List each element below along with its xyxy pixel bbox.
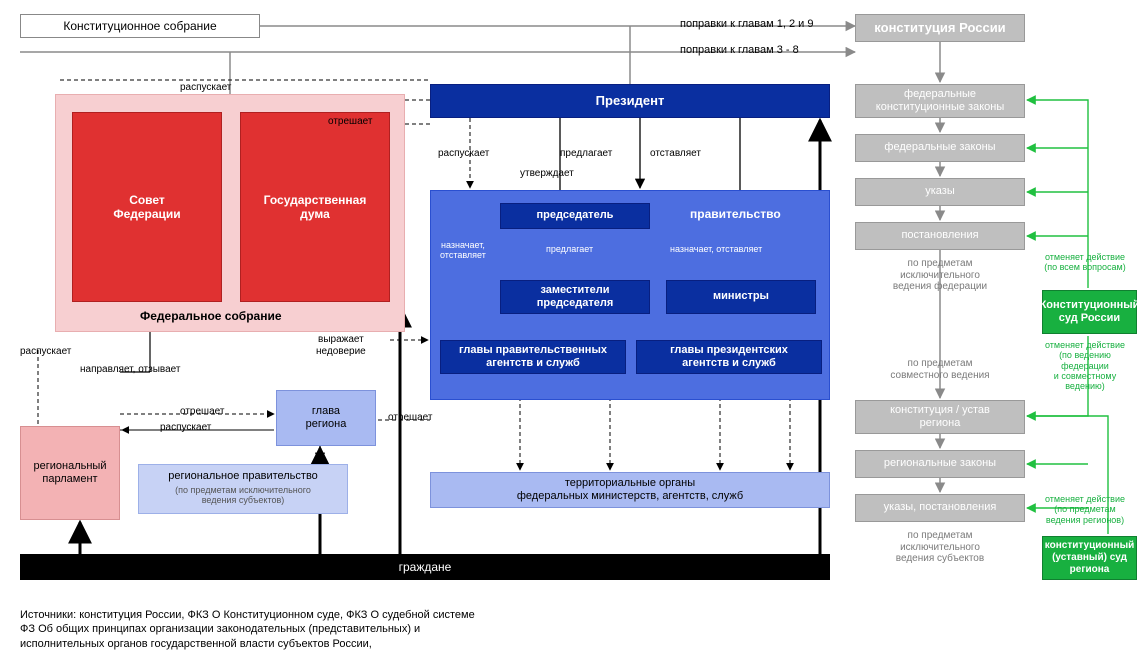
lbl-nazotst-l: назначает, отставляет [440,240,486,261]
box-grazhdane: граждане [20,554,830,580]
box-fkz: федеральные конституционные законы [855,84,1025,118]
government-label: правительство [690,208,781,222]
box-glavy_prez: главы президентских агентств и служб [636,340,822,374]
lbl-otstavlyaet: отставляет [650,148,701,160]
box-reg_zak: региональные законы [855,450,1025,478]
lbl-raspuskaet: распускает [180,82,231,94]
sources-text: Источники: конституция России, ФКЗ О Кон… [20,608,475,651]
lbl-predlagaet2: предлагает [546,244,593,254]
box-sovet_fed: Совет Федерации [72,112,222,302]
box-ministry: министры [666,280,816,314]
box-konst_sobranie: Конституционное собрание [20,14,260,38]
box-postanov: постановления [855,222,1025,250]
box-reg_parl: региональный парламент [20,426,120,520]
lbl-utverzhdaet: утверждает [520,168,574,180]
box-fz: федеральные законы [855,134,1025,162]
box-glavy_gov: главы правительственных агентств и служб [440,340,626,374]
lbl-otreshaet2: отрешает [180,406,224,418]
lbl-iskl-sub: по предметам исключительного ведения суб… [870,530,1010,565]
box-glava_reg: глава региона [276,390,376,446]
lbl-popravki38: поправки к главам 3 - 8 [680,44,799,57]
box-zam: заместители председателя [500,280,650,314]
box-ukazy_post: указы, постановления [855,494,1025,522]
reg-gov-title: региональное правительство [148,470,338,483]
lbl-otm-sub: отменяет действие (по предметам ведения … [1034,494,1136,525]
box-president: Президент [430,84,830,118]
lbl-iskl-fed: по предметам исключительного ведения фед… [870,258,1010,293]
box-ukazy: указы [855,178,1025,206]
lbl-otm-fed: отменяет действие (по ведению федерации … [1034,340,1136,392]
lbl-raspuskaet2: распускает [438,148,489,160]
lbl-raspuskaet4: распускает [160,422,211,434]
lbl-otreshaet3: отрешает [388,412,432,424]
lbl-raspuskaet3: распускает [20,346,71,358]
box-konst_sud: Конституционный суд России [1042,290,1137,334]
box-konst_rossii: конституция России [855,14,1025,42]
lbl-nazotst-r: назначает, отставляет [670,244,762,254]
box-pred: председатель [500,203,650,229]
box-gos_duma: Государственная дума [240,112,390,302]
reg-gov-sub: (по предметам исключительного ведения су… [148,485,338,506]
lbl-popravki129: поправки к главам 1, 2 и 9 [680,18,813,31]
box-ust_sud: конституционный (уставный) суд региона [1042,536,1137,580]
box-konst_ust_reg: конституция / устав региона [855,400,1025,434]
lbl-napravlyaet: направляет, отзывает [80,364,180,376]
lbl-sovm: по предметам совместного ведения [870,358,1010,381]
lbl-vyr-ned: выражает недоверие [316,334,366,357]
lbl-otreshaet: отрешает [328,116,372,128]
lbl-predlagaet: предлагает [560,148,612,160]
box-terr_org: территориальные органы федеральных минис… [430,472,830,508]
fed-sobranie-label: Федеральное собрание [140,310,282,324]
lbl-otm-vse: отменяет действие (по всем вопросам) [1034,252,1136,273]
